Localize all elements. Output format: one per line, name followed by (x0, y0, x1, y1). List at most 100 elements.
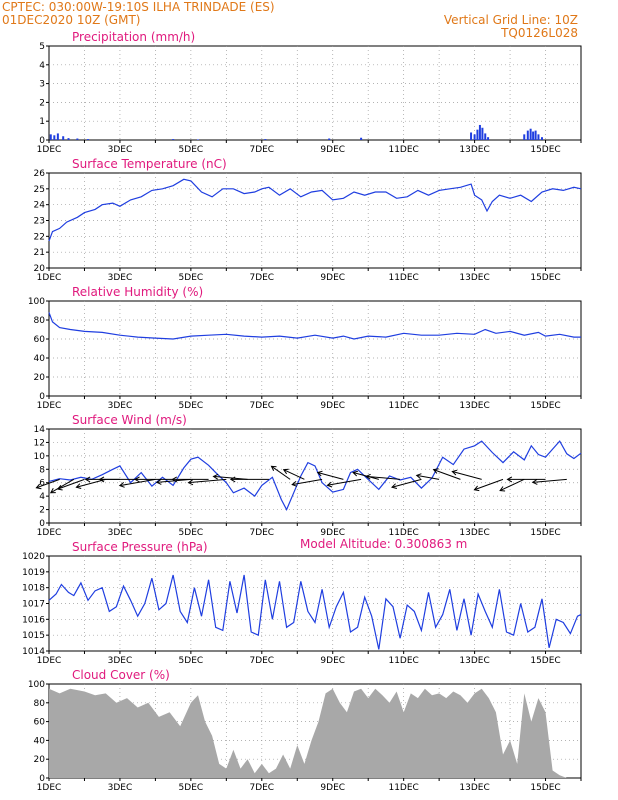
wind-vector (452, 471, 482, 480)
header-run-time: 01DEC2020 10Z (GMT) (2, 13, 140, 27)
header-code: TQ0126L028 (500, 26, 578, 40)
y-tick-label: 25 (34, 185, 45, 195)
precip-bar (478, 124, 481, 140)
y-tick-label: 0 (39, 774, 45, 784)
x-tick-label: 15DEC (530, 401, 560, 411)
plot-frame (48, 300, 582, 397)
y-tick-label: 60 (34, 335, 46, 345)
wind-vector (283, 469, 305, 480)
x-tick-label: 13DEC (459, 401, 489, 411)
wind-vector-head (98, 476, 105, 483)
wind-vector-head (415, 473, 422, 479)
header-station: CPTEC: 030:00W-19:10S ILHA TRINDADE (ES) (2, 0, 275, 14)
x-tick-label: 5DEC (179, 273, 204, 283)
x-tick-label: 9DEC (320, 783, 345, 793)
precip-bar (487, 137, 490, 140)
wind-vector-head (316, 470, 323, 477)
precip-bar (473, 134, 476, 140)
y-tick-label: 60 (34, 718, 46, 728)
wind-vector-head (270, 465, 277, 472)
precip-bar (62, 136, 65, 140)
wind-vector-head (282, 468, 289, 475)
y-tick-label: 0 (39, 519, 45, 529)
cloud-cover-area (49, 688, 581, 778)
x-tick-label: 7DEC (249, 528, 274, 538)
y-tick-label: 40 (34, 736, 46, 746)
x-tick-label: 7DEC (249, 656, 274, 666)
x-tick-label: 5DEC (179, 145, 204, 155)
wind-vector-head (291, 481, 298, 487)
y-tick-label: 1 (39, 117, 45, 127)
y-tick-label: 4 (39, 492, 45, 502)
wind-vector-head (352, 470, 359, 477)
x-tick-label: 1DEC (37, 528, 62, 538)
x-tick-label: 7DEC (249, 273, 274, 283)
panel-temperature: 20 21 22 23 24 25 26 1DEC 3DEC 5DEC 7DEC 9DEC 11DEC 1… (34, 157, 582, 283)
x-tick-label: 11DEC (388, 401, 418, 411)
panel-title: Precipitation (mm/h) (72, 30, 195, 44)
precip-bar (523, 134, 526, 140)
wind-vector-head (134, 476, 140, 483)
wind-vector-head (326, 481, 333, 488)
y-tick-label: 80 (34, 699, 46, 709)
y-tick-label: 40 (34, 354, 46, 364)
x-tick-label: 9DEC (320, 145, 345, 155)
wind-vector (317, 471, 344, 480)
wind-vector (532, 478, 567, 483)
wind-vector (119, 478, 156, 487)
y-tick-label: 80 (34, 316, 46, 326)
x-tick-label: 1DEC (37, 783, 62, 793)
precip-bar (76, 138, 79, 140)
x-tick-label: 13DEC (459, 656, 489, 666)
y-tick-label: 1014 (22, 647, 45, 657)
x-tick-label: 9DEC (320, 656, 345, 666)
y-tick-label: 1016 (22, 615, 45, 625)
y-tick-label: 21 (34, 248, 45, 258)
x-tick-label: 15DEC (530, 145, 560, 155)
x-tick-label: 5DEC (179, 783, 204, 793)
precip-bar (481, 127, 484, 140)
precip-bar (56, 133, 59, 140)
panel-cloud-cover: 0 20 40 60 80 100 1DEC 3DEC 5DEC 7DEC 9DEC 11DEC 13D… (28, 668, 582, 793)
y-tick-label: 23 (34, 217, 45, 227)
x-tick-label: 15DEC (530, 528, 560, 538)
x-tick-label: 3DEC (108, 401, 133, 411)
x-tick-label: 3DEC (108, 783, 133, 793)
x-tick-label: 11DEC (388, 656, 418, 666)
precip-bar (264, 139, 267, 140)
x-tick-label: 7DEC (249, 783, 274, 793)
precip-bar (328, 138, 331, 140)
wind-vector-head (212, 473, 219, 480)
x-tick-label: 1DEC (37, 145, 62, 155)
x-tick-label: 11DEC (388, 145, 418, 155)
y-tick-label: 12 (34, 438, 45, 448)
panel-precipitation: 0 1 2 3 4 5 1DEC 3DEC 5DEC 7DEC 9DEC 11DEC 13DEC 15DE… (37, 30, 582, 155)
wind-vector (57, 478, 85, 490)
y-tick-label: 20 (34, 755, 46, 765)
precip-bar (476, 129, 479, 140)
y-tick-label: 1019 (22, 568, 45, 578)
x-tick-label: 9DEC (320, 528, 345, 538)
precip-bar (529, 128, 532, 140)
wind-vector-head (451, 469, 458, 476)
y-tick-label: 1020 (22, 552, 45, 562)
x-tick-label: 15DEC (530, 783, 560, 793)
x-tick-label: 11DEC (388, 528, 418, 538)
temperature-line (48, 178, 582, 242)
y-tick-label: 2 (39, 98, 45, 108)
precip-bar (540, 137, 543, 140)
precip-bar (484, 133, 487, 140)
y-tick-label: 8 (39, 465, 45, 475)
precip-bar (360, 137, 363, 140)
plot-frame (48, 45, 582, 141)
x-tick-label: 7DEC (249, 401, 274, 411)
y-tick-label: 6 (39, 479, 45, 489)
wind-vector-head (155, 479, 162, 485)
x-tick-label: 9DEC (320, 401, 345, 411)
precip-bar (87, 139, 90, 140)
model-altitude-label: Model Altitude: 0.300863 m (300, 537, 467, 551)
panel-pressure: 1014 1015 1016 1017 1018 1019 1020 1DEC 3DEC 5DEC… (22, 540, 582, 666)
x-tick-label: 13DEC (459, 783, 489, 793)
wind-vector (271, 465, 291, 480)
